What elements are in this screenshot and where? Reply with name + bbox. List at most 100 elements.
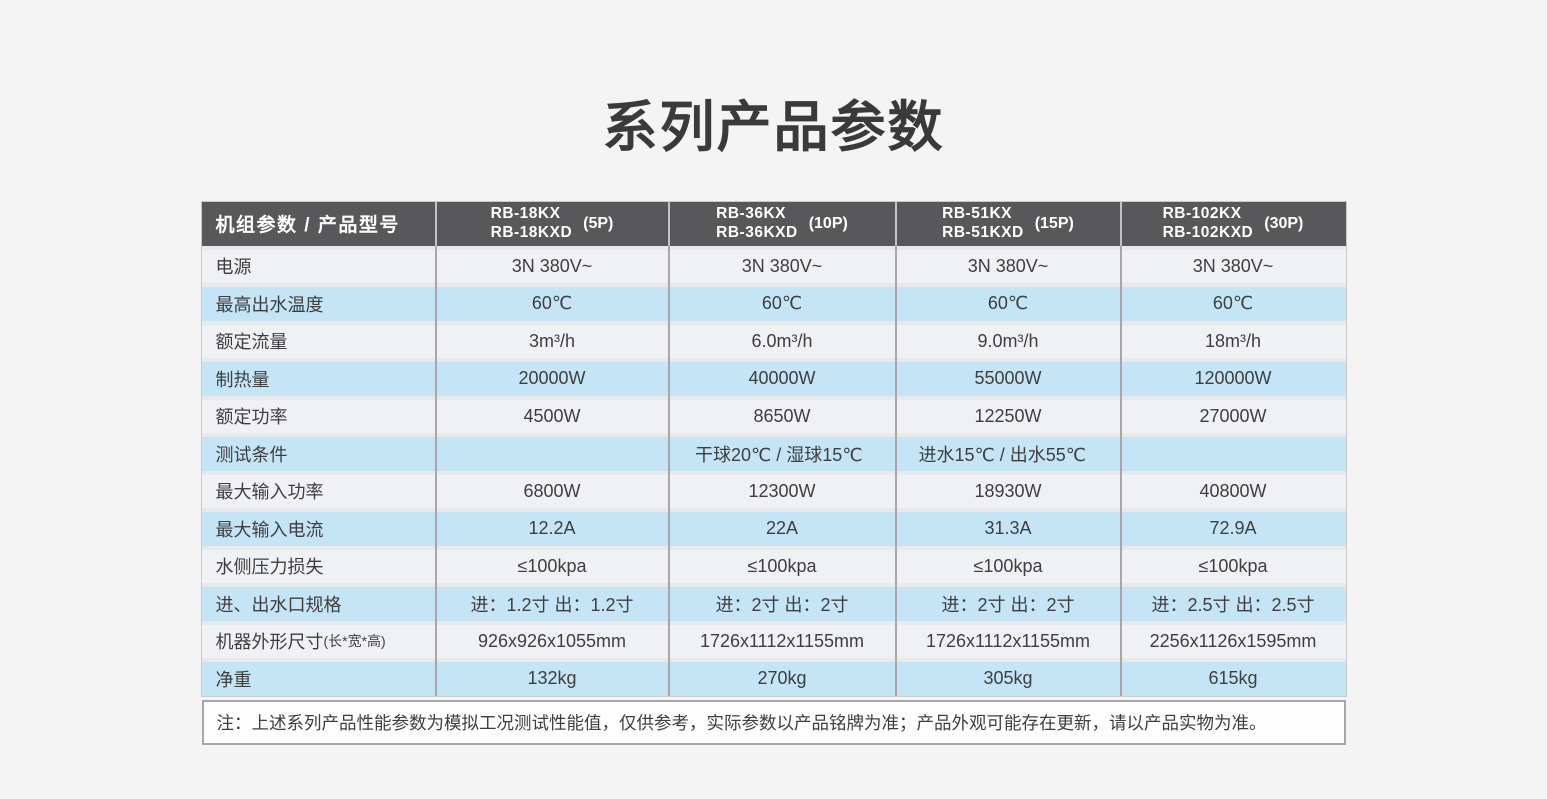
model-horsepower: (30P) [1264,214,1304,232]
row-label: 最大输入功率 [201,474,436,508]
row-label-text: 额定流量 [215,332,288,353]
cell-value: 40800W [1120,474,1346,508]
header-param-label: 机组参数 / 产品型号 [201,201,436,246]
row-label: 额定流量 [201,324,436,358]
cell-value: 270kg [668,662,896,696]
model-names: RB-51KX RB-51KXD [942,205,1024,242]
cell-value: 132kg [435,662,669,696]
row-label-text: 电源 [215,257,252,278]
cell-value: 60℃ [668,287,896,321]
model-name-line2: RB-102KXD [1162,223,1254,241]
merged-value-cell: 干球20℃ / 湿球15℃ 进水15℃ / 出水55℃ [435,437,1346,471]
row-label-text: 最大输入功率 [215,482,324,503]
model-name-line1: RB-18KX [490,205,561,223]
row-label: 最高出水温度 [201,287,436,321]
cell-value: ≤100kpa [1120,549,1346,583]
row-label: 额定功率 [201,399,436,433]
model-names: RB-18KX RB-18KXD [491,205,573,242]
page: 系列产品参数 机组参数 / 产品型号 RB-18KX RB-18KXD (5P) RB… [200,97,1347,745]
cell-value: 20000W [435,362,669,396]
cell-value: 6.0m³/h [668,324,896,358]
row-label-text: 进、出水口规格 [215,594,342,615]
cell-value: 18m³/h [1120,324,1346,358]
cell-value: 进：2寸 出：2寸 [895,587,1121,621]
model-horsepower: (10P) [808,214,848,232]
cell-value: 3N 380V~ [668,249,896,283]
cell-value: 6800W [435,474,669,508]
model-name-line1: RB-36KX [716,205,786,223]
cell-value: 60℃ [435,287,669,321]
row-label: 最大输入电流 [201,512,436,546]
cell-value: 进：2寸 出：2寸 [668,587,896,621]
cell-value: 72.9A [1120,512,1346,546]
test-condition-text: 进水15℃ / 出水55℃ [918,444,1086,465]
test-condition-text: 干球20℃ / 湿球15℃ [695,444,863,465]
row-label: 净重 [201,662,436,696]
cell-value: 进：1.2寸 出：1.2寸 [435,587,669,621]
row-label: 制热量 [201,362,436,396]
model-name-line2: RB-36KXD [716,223,798,241]
cell-value: ≤100kpa [435,549,669,583]
row-label-text: 额定功率 [215,407,288,428]
header-model-cell: RB-18KX RB-18KXD (5P) [435,201,669,246]
row-label-suffix: (长*宽*高) [323,633,386,650]
cell-value: 926x926x1055mm [435,624,669,658]
cell-value: 12300W [668,474,896,508]
cell-value: 615kg [1120,662,1346,696]
cell-value: 305kg [895,662,1121,696]
row-label-text: 净重 [215,669,252,690]
row-label-text: 测试条件 [215,444,288,465]
cell-value: 2256x1126x1595mm [1120,624,1346,658]
column-divider [1119,201,1122,696]
cell-value: 40000W [668,362,896,396]
cell-value: 18930W [895,474,1121,508]
cell-value: 31.3A [895,512,1121,546]
spec-table: 机组参数 / 产品型号 RB-18KX RB-18KXD (5P) RB-36KX RB… [200,200,1347,697]
row-label: 水侧压力损失 [201,549,436,583]
cell-value: 1726x1112x1155mm [668,624,896,658]
cell-value: 进：2.5寸 出：2.5寸 [1120,587,1346,621]
cell-value: 60℃ [895,287,1121,321]
cell-value: 55000W [895,362,1121,396]
cell-value: 120000W [1120,362,1346,396]
model-name-line1: RB-102KX [1162,205,1242,223]
column-divider [894,201,897,696]
header-model-cell: RB-36KX RB-36KXD (10P) [668,201,896,246]
cell-value: 3N 380V~ [435,249,669,283]
footnote-text: 注：上述系列产品性能参数为模拟工况测试性能值，仅供参考，实际参数以产品铭牌为准；… [216,712,1267,733]
cell-value: 60℃ [1120,287,1346,321]
cell-value: 3m³/h [435,324,669,358]
model-name-line2: RB-51KXD [942,223,1024,241]
model-horsepower: (15P) [1034,214,1074,232]
cell-value: 4500W [435,399,669,433]
footnote: 注：上述系列产品性能参数为模拟工况测试性能值，仅供参考，实际参数以产品铭牌为准；… [201,699,1346,745]
header-model-cell: RB-102KX RB-102KXD (30P) [1120,201,1346,246]
cell-value: 3N 380V~ [895,249,1121,283]
header-model-cell: RB-51KX RB-51KXD (15P) [895,201,1121,246]
cell-value: 9.0m³/h [895,324,1121,358]
cell-value: 12250W [895,399,1121,433]
spec-grid: 机组参数 / 产品型号 RB-18KX RB-18KXD (5P) RB-36KX RB… [200,200,1347,697]
column-divider [434,201,437,696]
model-horsepower: (5P) [583,214,614,232]
row-label: 进、出水口规格 [201,587,436,621]
row-label-text: 机器外形尺寸 [215,632,324,653]
column-divider [667,201,670,696]
cell-value: 12.2A [435,512,669,546]
cell-value: 8650W [668,399,896,433]
row-label: 电源 [201,249,436,283]
model-names: RB-102KX RB-102KXD [1163,205,1254,242]
cell-value: ≤100kpa [668,549,896,583]
model-name-line2: RB-18KXD [490,223,573,241]
row-label-text: 水侧压力损失 [215,557,324,578]
cell-value: 22A [668,512,896,546]
row-label: 测试条件 [201,437,436,471]
row-label-text: 制热量 [215,369,270,390]
cell-value: ≤100kpa [895,549,1121,583]
row-label-text: 最大输入电流 [215,519,324,540]
cell-value: 3N 380V~ [1120,249,1346,283]
model-names: RB-36KX RB-36KXD [716,205,798,242]
row-label-text: 最高出水温度 [215,294,324,315]
cell-value: 1726x1112x1155mm [895,624,1121,658]
row-label: 机器外形尺寸 (长*宽*高) [201,624,436,658]
